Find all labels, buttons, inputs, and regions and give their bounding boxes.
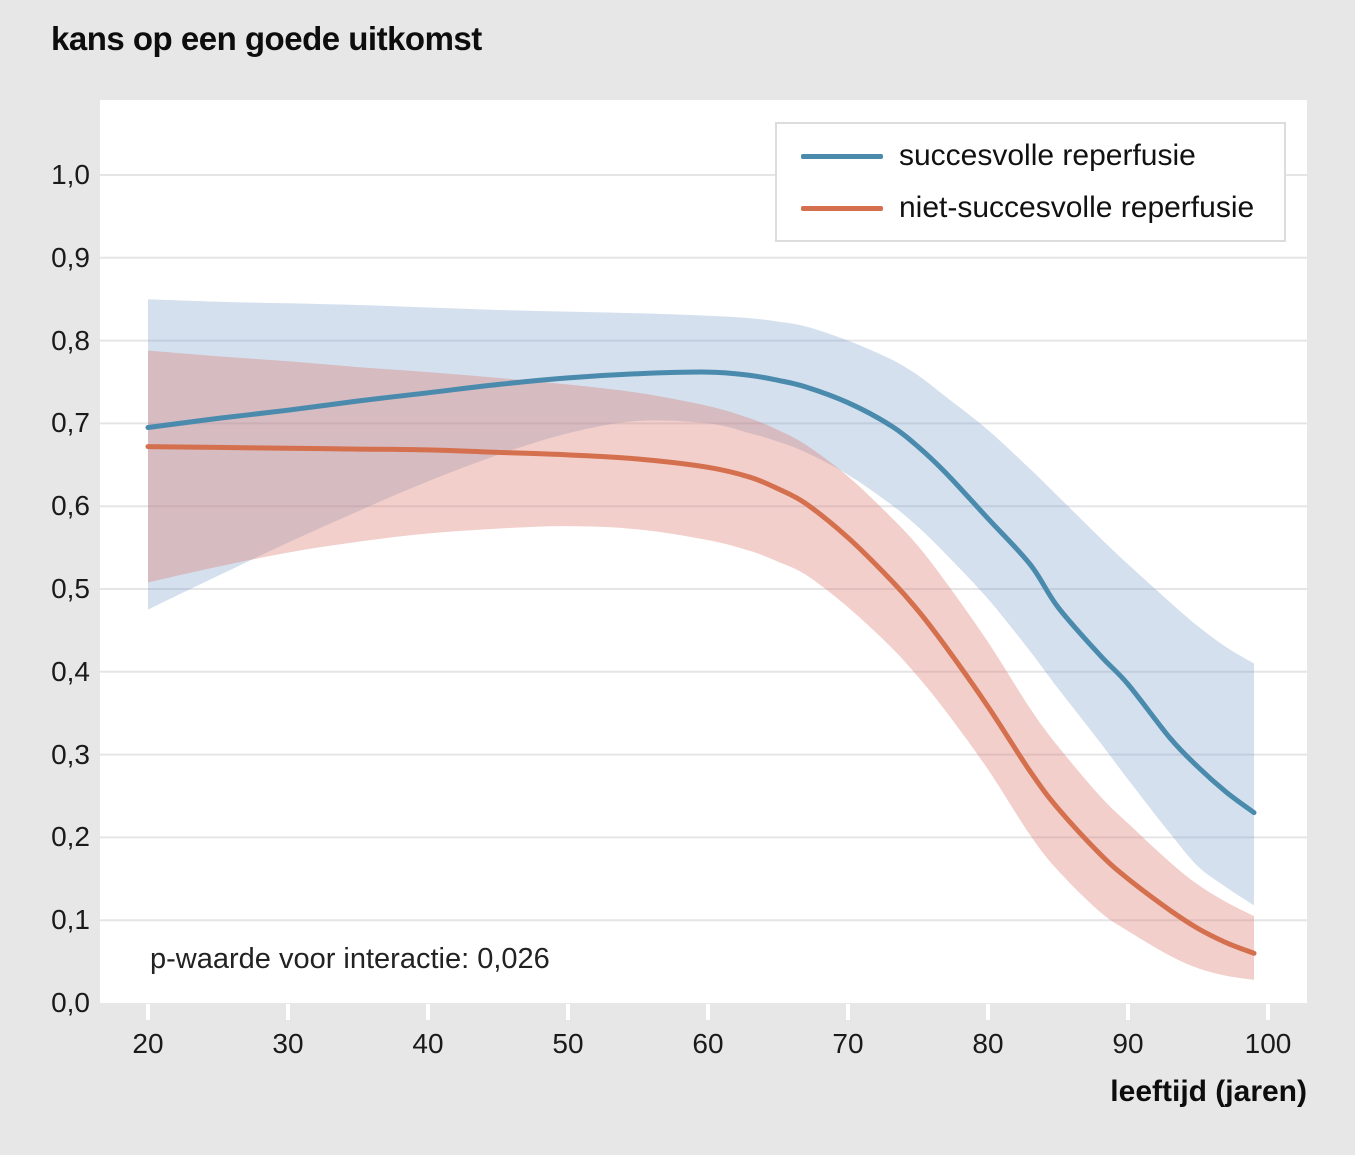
x-tick-label: 60	[692, 1028, 724, 1059]
y-tick-label: 0,6	[51, 490, 90, 522]
x-tick-mark	[986, 1004, 990, 1020]
orange-series-line	[145, 444, 1257, 956]
y-tick-label: 0,1	[51, 904, 90, 936]
legend-line-blue-icon	[801, 153, 883, 159]
x-tick-mark	[426, 1004, 430, 1020]
legend-label: niet-succesvolle reperfusie	[899, 191, 1255, 224]
x-tick-label: 90	[1112, 1028, 1144, 1059]
pink-confidence-band	[148, 350, 1254, 980]
legend-label: succesvolle reperfusie	[899, 139, 1196, 172]
chart-svg	[100, 174, 1307, 980]
x-tick-mark	[1126, 1004, 1130, 1020]
y-tick-label: 0,0	[51, 987, 90, 1018]
y-tick-label: 0,7	[51, 407, 90, 439]
y-tick-label: 0,8	[51, 324, 90, 356]
x-tick-label: 100	[1244, 1028, 1292, 1059]
x-tick-mark	[1266, 1004, 1270, 1020]
legend-line-orange-icon	[801, 205, 883, 211]
x-tick-label: 80	[972, 1028, 1004, 1059]
x-tick-mark	[566, 1004, 570, 1020]
p-value-annotation: p-waarde voor interactie: 0,026	[150, 943, 550, 975]
x-tick-label: 20	[132, 1028, 164, 1059]
legend-item-succesvolle: succesvolle reperfusie	[801, 137, 1284, 175]
x-tick-label: 40	[412, 1028, 444, 1059]
blue-series-line	[145, 369, 1257, 816]
x-tick-label: 30	[272, 1028, 304, 1059]
legend: succesvolle reperfusie niet-succesvolle …	[775, 122, 1286, 242]
x-tick-mark	[146, 1004, 150, 1020]
y-tick-label: 0,4	[51, 655, 90, 687]
x-axis-title: leeftijd (jaren)	[1110, 1075, 1307, 1108]
x-tick-label: 50	[552, 1028, 584, 1059]
x-tick-mark	[286, 1004, 290, 1020]
y-tick-label: 0,9	[51, 241, 90, 273]
y-tick-label: 0,5	[51, 573, 90, 604]
x-tick-label: 70	[832, 1028, 864, 1059]
plot-area: p-waarde voor interactie: 0,026 succesvo…	[100, 100, 1307, 1003]
legend-item-niet-succesvolle: niet-succesvolle reperfusie	[801, 189, 1284, 227]
y-tick-label: 1,0	[51, 159, 90, 190]
y-tick-label: 0,2	[51, 821, 90, 853]
x-tick-mark	[706, 1004, 710, 1020]
y-tick-label: 0,3	[51, 738, 90, 770]
x-tick-mark	[846, 1004, 850, 1020]
figure-title: kans op een goede uitkomst	[51, 20, 482, 57]
